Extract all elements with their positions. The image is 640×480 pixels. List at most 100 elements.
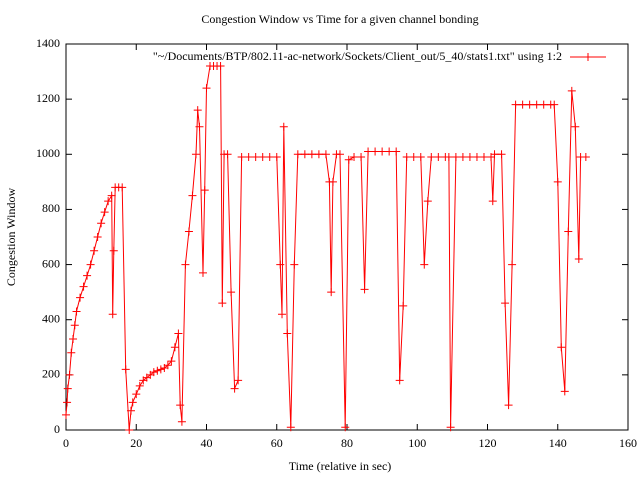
data-point [423,197,432,206]
data-point [62,410,70,419]
x-tick-label: 120 [479,436,497,450]
data-point [218,299,227,308]
data-point [174,329,183,338]
data-point [511,100,520,109]
data-point [93,233,102,241]
data-point [501,299,510,308]
data-point [70,321,79,330]
data-point [307,150,316,159]
data-point [518,100,527,109]
data-point [237,153,246,162]
data-point [79,282,88,291]
y-tick-label: 1400 [36,36,60,50]
data-point [202,84,211,93]
data-point [371,147,380,156]
y-tick-label: 600 [42,256,60,270]
data-point [286,423,295,432]
data-point [321,150,330,159]
data-point [128,398,137,407]
x-tick-label: 40 [201,436,213,450]
legend-marker [584,53,592,61]
data-point [327,288,336,297]
data-point [472,153,481,162]
data-point [444,153,453,162]
data-point [564,227,573,236]
x-tick-label: 140 [549,436,567,450]
data-point [83,271,92,280]
data-point [402,153,411,162]
y-tick-label: 800 [42,201,60,215]
data-point [276,260,285,269]
data-point [279,122,288,131]
data-point [451,153,460,162]
data-point [132,390,141,399]
data-point [63,398,72,407]
data-point [434,153,443,162]
data-point [188,191,197,200]
data-point [69,335,78,344]
data-point [525,100,534,109]
data-point [357,153,366,162]
data-point [184,227,193,236]
data-point [198,268,207,277]
data-point [385,147,394,156]
x-tick-label: 0 [63,436,69,450]
data-point [170,343,179,352]
data-point [395,376,404,385]
data-point [200,186,209,195]
data-point [76,293,85,302]
data-point [409,153,418,162]
chart-title: Congestion Window vs Time for a given ch… [201,12,478,26]
data-point [567,86,576,95]
data-point [364,147,373,156]
data-point [553,177,562,186]
data-point [265,153,274,162]
data-point [156,365,165,374]
y-tick-label: 200 [42,367,60,381]
data-point [125,426,134,434]
legend-label: "~/Documents/BTP/802.11-ac-network/Socke… [153,49,562,63]
data-point [135,381,144,390]
data-point [458,153,467,162]
data-point [118,183,127,192]
data-point [153,366,162,375]
data-point [497,150,506,159]
data-point [230,384,239,393]
data-point [293,150,302,159]
data-point [427,153,436,162]
data-point [163,361,172,370]
data-point [416,153,425,162]
data-point [378,147,387,156]
data-point [251,153,260,162]
x-axis-label: Time (relative in sec) [289,459,392,473]
data-point [195,122,204,131]
data-point [328,177,337,186]
data-point [90,246,99,255]
data-point [392,147,401,156]
data-point [574,255,583,264]
y-tick-label: 400 [42,311,60,325]
data-point [479,153,488,162]
data-point [290,260,299,269]
data-point [108,310,117,319]
data-point [557,343,566,352]
data-point [234,376,243,385]
data-point [181,260,190,269]
data-point [126,406,135,415]
data-point [167,357,176,366]
data-point [177,417,186,426]
data-point [344,155,353,164]
data-point [314,150,323,159]
data-point [508,260,517,269]
data-point [335,150,344,159]
data-point [107,191,116,200]
data-point [465,153,474,162]
data-point [149,368,158,377]
data-point [72,307,81,316]
data-point [488,197,497,206]
data-point [100,208,109,217]
data-point [539,100,548,109]
data-point [191,150,200,159]
